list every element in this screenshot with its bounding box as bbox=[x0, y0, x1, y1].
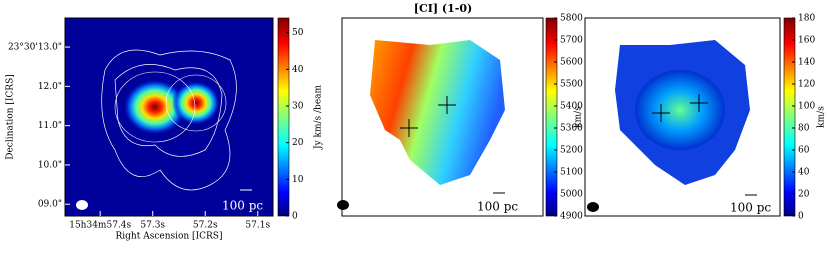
x-tick-label: 57.1s bbox=[245, 221, 270, 231]
scale-bar-label: 100 pc bbox=[222, 199, 263, 213]
colorbar-tick-label: 5400 bbox=[560, 102, 583, 112]
colorbar-tick-label: 5800 bbox=[560, 14, 583, 24]
colorbar-tick-label: 5700 bbox=[560, 36, 583, 46]
colorbar-tick-label: 20 bbox=[798, 190, 810, 200]
moment2-image bbox=[584, 17, 781, 217]
scale-bar-label: 100 pc bbox=[730, 201, 771, 215]
x-tick-label: 57.3s bbox=[140, 221, 165, 231]
y-tick-label: 11.0" bbox=[38, 121, 62, 131]
colorbar bbox=[783, 17, 796, 217]
y-tick-label: 23°30'13.0" bbox=[8, 43, 62, 53]
colorbar-tick-label: 80 bbox=[798, 124, 810, 134]
moment1-image bbox=[337, 17, 544, 217]
x-axis-label: Right Ascension [ICRS] bbox=[116, 232, 223, 242]
colorbar-tick-label: 5200 bbox=[560, 146, 583, 156]
colorbar-tick-label: 140 bbox=[798, 58, 815, 68]
colorbar-tick-label: 5100 bbox=[560, 168, 583, 178]
colorbar-tick-label: 5600 bbox=[560, 58, 583, 68]
colorbar bbox=[277, 17, 290, 217]
colorbar-tick-label: 20 bbox=[292, 138, 304, 148]
colorbar-tick-label: 5300 bbox=[560, 124, 583, 134]
scale-bar-label: 100 pc bbox=[477, 200, 518, 214]
colorbar-tick-label: 5000 bbox=[560, 190, 583, 200]
y-tick-label: 09.0" bbox=[38, 200, 62, 210]
moment0-image bbox=[64, 17, 274, 217]
colorbar-tick-label: 5500 bbox=[560, 80, 583, 90]
y-tick-label: 12.0" bbox=[38, 82, 62, 92]
x-tick-label: 57.2s bbox=[193, 221, 218, 231]
colorbar-label: km/s bbox=[574, 106, 584, 128]
colorbar-label: km/s bbox=[817, 106, 827, 128]
colorbar-tick-label: 100 bbox=[798, 102, 815, 112]
colorbar-tick-label: 0 bbox=[292, 212, 298, 222]
title: [CI] (1-0) bbox=[414, 2, 472, 15]
colorbar-tick-label: 40 bbox=[798, 168, 810, 178]
colorbar-tick-label: 120 bbox=[798, 80, 815, 90]
colorbar-tick-label: 40 bbox=[292, 65, 304, 75]
colorbar bbox=[545, 17, 558, 217]
colorbar-tick-label: 10 bbox=[292, 175, 304, 185]
colorbar-tick-label: 50 bbox=[292, 28, 304, 38]
colorbar-tick-label: 4900 bbox=[560, 212, 583, 222]
colorbar-tick-label: 0 bbox=[798, 212, 804, 222]
colorbar-tick-label: 180 bbox=[798, 14, 815, 24]
y-tick-label: 10.0" bbox=[38, 160, 62, 170]
colorbar-tick-label: 30 bbox=[292, 102, 304, 112]
x-tick-label: 15h34m57.4s bbox=[69, 221, 131, 231]
y-axis-label: Declination [ICRS] bbox=[6, 74, 16, 159]
colorbar-label: Jy km/s /beam bbox=[314, 85, 324, 151]
colorbar-tick-label: 160 bbox=[798, 36, 815, 46]
colorbar-tick-label: 60 bbox=[798, 146, 810, 156]
